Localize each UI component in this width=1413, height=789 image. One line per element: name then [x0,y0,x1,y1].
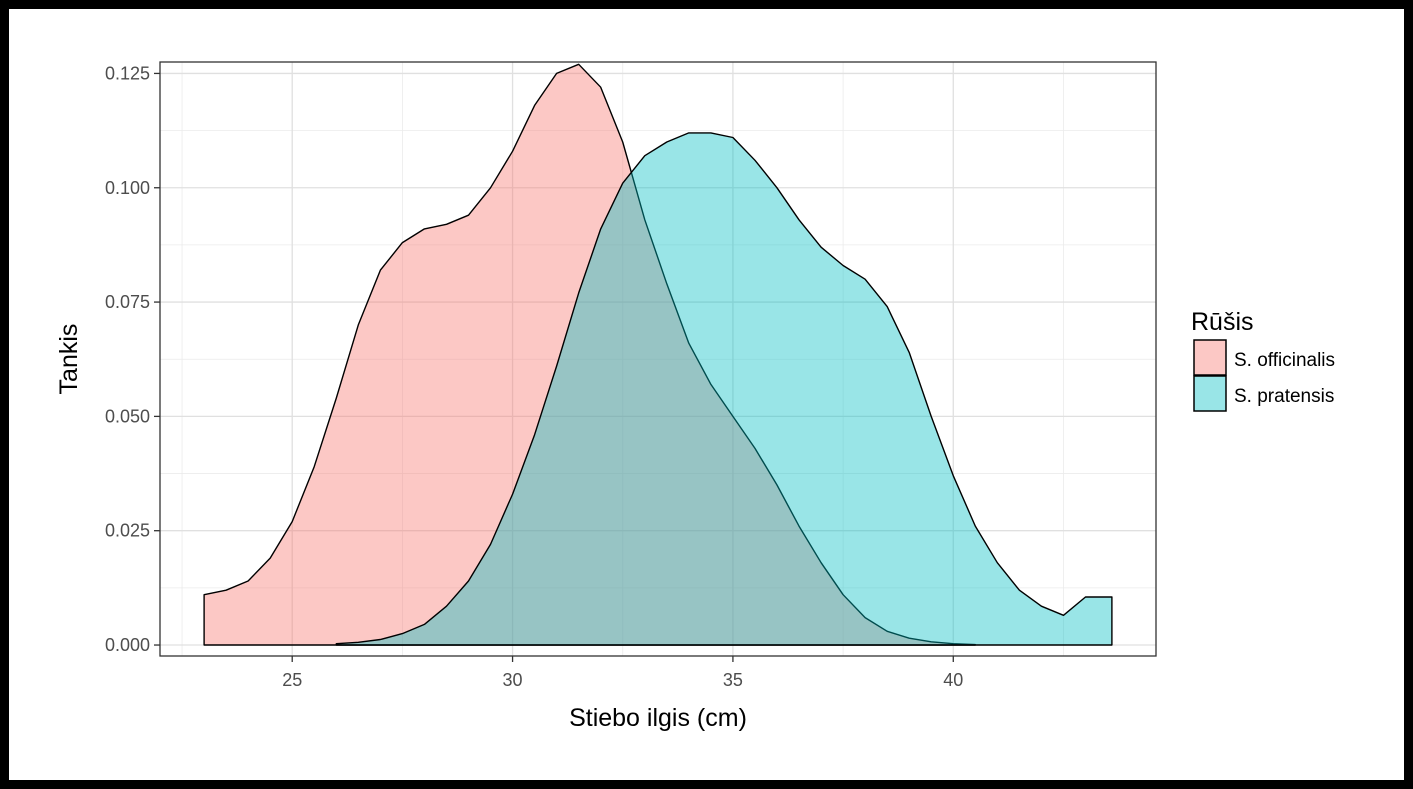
density-area-s-officinalis [203,63,976,646]
y-tick-label: 0.075 [105,292,150,312]
legend: Rūšis S. officinalis S. pratensis [1191,308,1335,412]
plot-panel-border [159,61,1157,657]
x-tick-label: 30 [503,670,523,690]
minor-gridlines [160,62,1156,656]
legend-key-s-pratensis [1193,375,1227,412]
x-axis: 25 30 35 40 [282,656,963,690]
density-area-s-pratensis [335,132,1113,646]
y-axis-title: Tankis [55,324,83,395]
density-areas [203,63,1113,646]
x-tick-label: 25 [282,670,302,690]
x-tick-label: 40 [943,670,963,690]
x-tick-label: 35 [723,670,743,690]
legend-key-s-officinalis [1193,339,1227,376]
x-axis-title: Stiebo ilgis (cm) [569,704,747,732]
y-tick-label: 0.050 [105,406,150,426]
legend-title: Rūšis [1191,308,1254,336]
y-tick-label: 0.025 [105,521,150,541]
y-tick-label: 0.100 [105,178,150,198]
legend-label-s-pratensis: S. pratensis [1234,386,1334,407]
legend-label-s-officinalis: S. officinalis [1234,350,1335,371]
y-tick-label: 0.000 [105,635,150,655]
y-axis: 0.000 0.025 0.050 0.075 0.100 0.125 [105,63,160,655]
y-tick-label: 0.125 [105,63,150,83]
